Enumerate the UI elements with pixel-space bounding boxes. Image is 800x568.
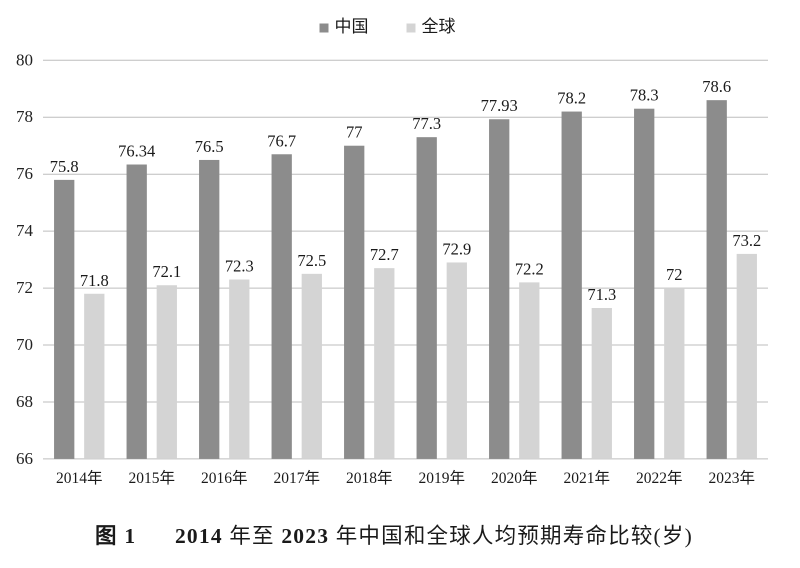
svg-text:72.3: 72.3 [225,257,254,276]
svg-text:78: 78 [16,107,33,126]
svg-text:76.7: 76.7 [267,131,296,150]
svg-text:全球: 全球 [422,17,456,36]
svg-text:2018年: 2018年 [346,469,393,487]
svg-text:66: 66 [16,449,33,468]
svg-text:77: 77 [346,123,363,142]
svg-text:2014年: 2014年 [56,469,103,487]
svg-text:2015年: 2015年 [128,469,175,487]
svg-text:72.2: 72.2 [515,259,544,278]
svg-text:中国: 中国 [335,17,369,36]
svg-text:72.5: 72.5 [297,251,326,270]
svg-text:2023年: 2023年 [708,469,755,487]
svg-text:76: 76 [16,164,33,183]
svg-text:72.9: 72.9 [442,239,471,258]
svg-text:2020年: 2020年 [491,469,538,487]
svg-text:71.3: 71.3 [587,285,616,304]
svg-text:2019年: 2019年 [418,469,465,487]
svg-text:71.8: 71.8 [80,271,109,290]
svg-text:78.2: 78.2 [557,89,586,108]
svg-text:72: 72 [16,278,33,297]
svg-text:77.93: 77.93 [481,96,518,115]
svg-text:2016年: 2016年 [201,469,248,487]
svg-text:72: 72 [666,265,683,284]
svg-text:72.1: 72.1 [152,262,181,281]
svg-text:77.3: 77.3 [412,114,441,133]
svg-text:68: 68 [16,392,33,411]
svg-text:2021年: 2021年 [563,469,610,487]
svg-text:74: 74 [16,221,34,240]
svg-text:73.2: 73.2 [732,231,761,250]
svg-text:76.34: 76.34 [118,142,155,161]
svg-text:2022年: 2022年 [636,469,683,487]
svg-text:80: 80 [16,50,33,69]
svg-text:78.3: 78.3 [630,86,659,105]
svg-text:72.7: 72.7 [370,245,399,264]
svg-text:78.6: 78.6 [702,77,731,96]
svg-text:75.8: 75.8 [50,157,79,176]
svg-text:2017年: 2017年 [273,469,320,487]
svg-text:76.5: 76.5 [195,137,224,156]
svg-text:70: 70 [16,335,33,354]
